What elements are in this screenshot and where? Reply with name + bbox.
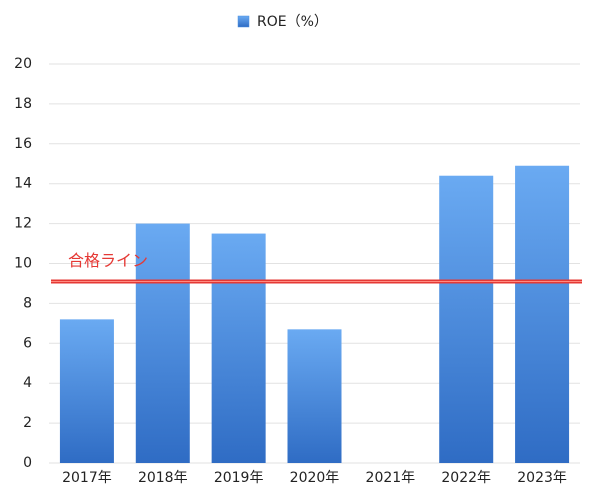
- y-tick-label: 12: [14, 216, 32, 232]
- y-tick-label: 16: [14, 136, 32, 152]
- reference-line-label: 合格ライン: [68, 251, 148, 270]
- bar: [439, 175, 494, 463]
- bar: [515, 165, 570, 463]
- legend-swatch: [237, 15, 250, 28]
- x-tick-label: 2022年: [441, 470, 491, 486]
- bar: [59, 319, 114, 463]
- y-tick-label: 6: [23, 335, 32, 351]
- x-tick-label: 2023年: [517, 470, 567, 486]
- y-tick-label: 4: [23, 375, 32, 391]
- y-tick-label: 10: [14, 256, 32, 272]
- legend: ROE（%）: [237, 14, 328, 30]
- bar: [211, 233, 266, 463]
- bar: [287, 329, 342, 463]
- x-tick-label: 2020年: [290, 470, 340, 486]
- x-tick-label: 2021年: [366, 470, 416, 486]
- y-tick-label: 18: [14, 96, 32, 112]
- legend-label: ROE（%）: [257, 14, 328, 30]
- x-tick-label: 2019年: [214, 470, 264, 486]
- y-tick-label: 0: [23, 455, 32, 471]
- y-tick-label: 14: [14, 176, 32, 192]
- y-tick-label: 8: [23, 295, 32, 311]
- y-tick-label: 20: [14, 56, 32, 72]
- y-tick-label: 2: [23, 415, 32, 431]
- x-tick-label: 2018年: [138, 470, 188, 486]
- x-tick-label: 2017年: [62, 470, 112, 486]
- bar: [135, 223, 190, 463]
